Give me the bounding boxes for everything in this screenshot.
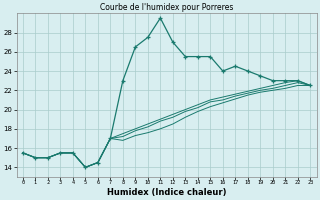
X-axis label: Humidex (Indice chaleur): Humidex (Indice chaleur) [107, 188, 226, 197]
Title: Courbe de l'humidex pour Porreres: Courbe de l'humidex pour Porreres [100, 3, 233, 12]
